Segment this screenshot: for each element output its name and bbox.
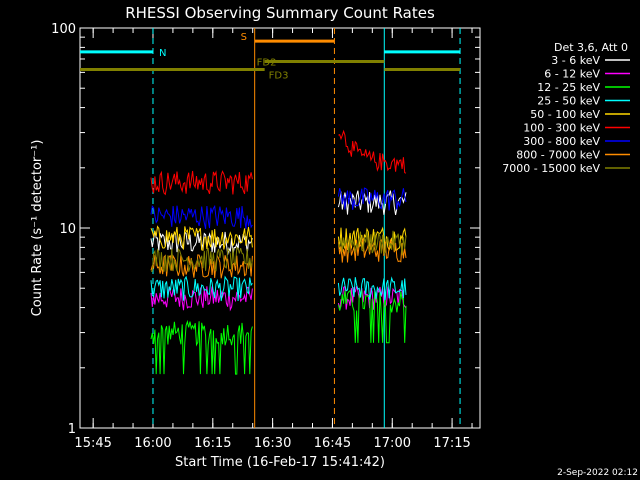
legend-entry-label: 12 - 25 keV	[537, 81, 600, 94]
series-line-9-segment-2	[337, 230, 407, 256]
series-line-4-segment-2	[337, 276, 407, 300]
legend-title: Det 3,6, Att 0	[554, 41, 628, 54]
legend-entry-label: 50 - 100 keV	[530, 108, 600, 121]
x-tick-label: 16:45	[314, 436, 351, 451]
legend-entry-label: 7000 - 15000 keV	[502, 162, 600, 175]
plot-area: 1 10 100 15:45 16:00 16:15 16:30 16:45 17:00 17:1…	[51, 22, 481, 451]
series-line-5-segment-1	[150, 225, 253, 251]
y-tick-label: 1	[68, 422, 76, 437]
series-line-7-segment-2	[337, 187, 407, 211]
legend-entry-label: 6 - 12 keV	[544, 68, 600, 81]
x-tick-label: 16:00	[134, 436, 171, 451]
annotation-label: FD3	[269, 71, 289, 82]
x-tick-label: 16:15	[194, 436, 231, 451]
legend-entry-label: 25 - 50 keV	[537, 95, 600, 108]
series-line-6-segment-2	[338, 129, 407, 174]
legend-entry-label: 300 - 800 keV	[523, 135, 600, 148]
x-axis-label: Start Time (16-Feb-17 15:41:42)	[175, 455, 385, 470]
x-tick-label: 17:15	[433, 436, 470, 451]
series-line-3-segment-1	[150, 319, 253, 375]
series-line-3-segment-2	[337, 289, 407, 344]
annotation-label: N	[159, 48, 166, 59]
series-line-8-segment-1	[150, 254, 253, 279]
legend-entry-label: 800 - 7000 keV	[516, 149, 600, 162]
series-line-9-segment-1	[150, 246, 253, 272]
series-line-5-segment-2	[337, 226, 407, 252]
x-tick-label: 15:45	[74, 436, 111, 451]
annotation-label: FD2	[257, 57, 277, 68]
series-line-7-segment-1	[150, 204, 253, 230]
legend-entry-label: 100 - 300 keV	[523, 122, 600, 135]
x-tick-label: 16:30	[254, 436, 291, 451]
y-axis-label: Count Rate (s⁻¹ detector⁻¹)	[30, 140, 45, 317]
annotation-label: S	[241, 32, 247, 43]
y-tick-label: 100	[51, 22, 76, 37]
chart-title: RHESSI Observing Summary Count Rates	[125, 4, 435, 22]
footer-date: 2-Sep-2022 02:12	[557, 468, 638, 478]
legend-entry-label: 3 - 6 keV	[551, 54, 600, 67]
plot-frame	[79, 27, 481, 429]
series-line-6-segment-1	[150, 170, 253, 196]
series-line-2-segment-2	[337, 285, 407, 310]
y-tick-label: 10	[59, 222, 76, 237]
series-line-4-segment-1	[150, 275, 253, 302]
x-tick-label: 17:00	[374, 436, 411, 451]
